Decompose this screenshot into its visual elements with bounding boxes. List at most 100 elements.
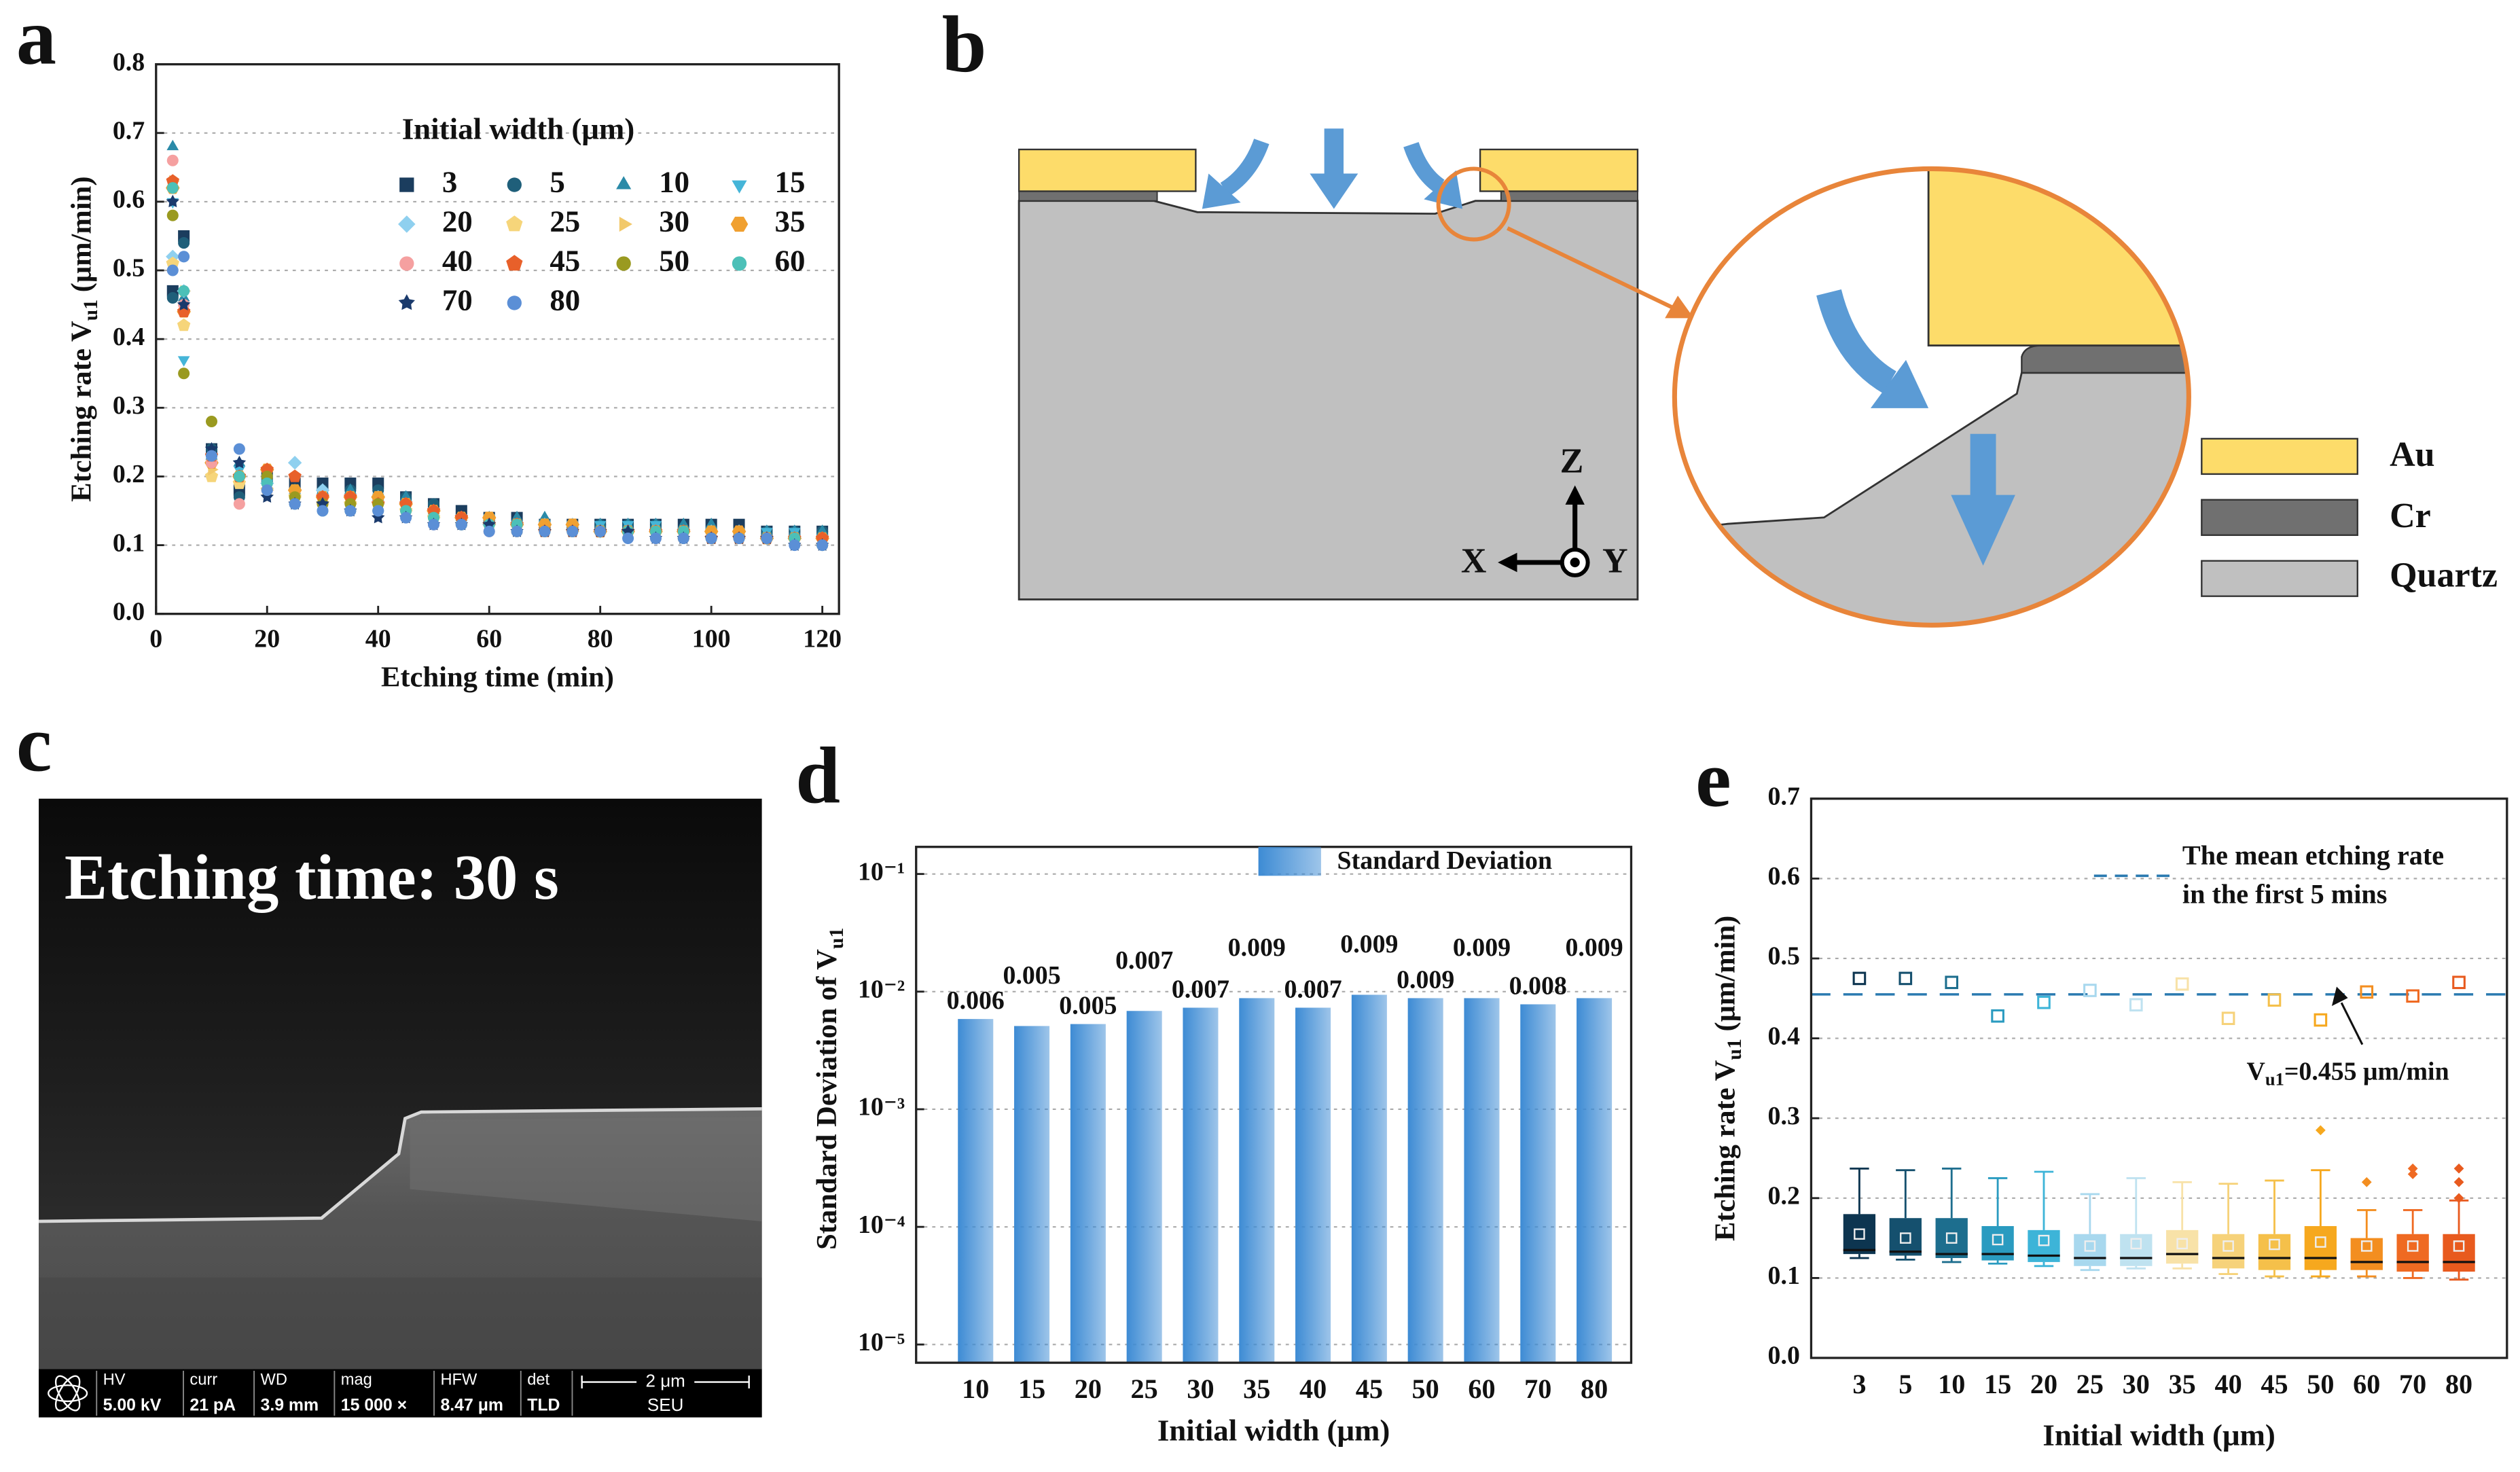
first5-mean xyxy=(1945,975,1959,990)
first5-mean xyxy=(1991,1009,2004,1023)
scatter-point xyxy=(511,525,523,537)
legend-label: 50 xyxy=(659,243,689,277)
scatter-point xyxy=(733,532,745,544)
scatter-point xyxy=(539,525,551,537)
legend-label: 40 xyxy=(442,243,473,277)
sem-info-label: HFW xyxy=(440,1371,478,1388)
scatter-point xyxy=(178,367,190,380)
mean-marker xyxy=(2453,1240,2465,1252)
legend-label: 20 xyxy=(442,204,473,238)
legend-marker xyxy=(399,256,414,271)
annotation-arrow-head xyxy=(2331,986,2348,1006)
mean-marker xyxy=(2360,1240,2373,1252)
scatter-point xyxy=(166,291,179,304)
bar xyxy=(1407,998,1443,1363)
y-tick-label: 0.8 xyxy=(113,48,145,76)
legend-label: 35 xyxy=(775,204,806,238)
x-tick-label: 10 xyxy=(1938,1369,1965,1399)
mean-marker xyxy=(2407,1240,2419,1252)
scatter-point xyxy=(400,511,412,524)
y-tick-label: 0.7 xyxy=(113,116,145,145)
plot-frame xyxy=(155,62,840,615)
first5-mean xyxy=(1898,971,1913,986)
y-tick-label: 0.2 xyxy=(1768,1182,1800,1210)
scatter-point xyxy=(483,525,495,537)
scatter-point xyxy=(166,209,179,221)
y-axis-label-part: u1 xyxy=(79,300,102,321)
etch-arrow-head xyxy=(1870,359,1929,408)
y-axis-label: Etching rate Vu1 (μm/min) xyxy=(65,176,102,501)
sem-sidewall xyxy=(410,1117,762,1221)
x-tick-label: 5 xyxy=(1898,1369,1912,1399)
mean-marker xyxy=(2084,1240,2096,1252)
sem-info-label: mag xyxy=(341,1371,372,1388)
scatter-point xyxy=(178,285,190,297)
scatter-point xyxy=(166,182,179,194)
legend-marker xyxy=(507,177,522,192)
box xyxy=(1935,1218,1968,1259)
scatter-point xyxy=(166,154,179,166)
annotation-arrow xyxy=(2340,1002,2364,1045)
y-tick-label: 0.3 xyxy=(113,391,145,420)
x-tick-label: 15 xyxy=(1984,1369,2011,1399)
value-label: 0.008 xyxy=(1509,972,1567,1001)
scatter-point xyxy=(177,298,191,310)
y-axis-label: Etching rate Vu1 (μm/min) xyxy=(1709,916,1746,1241)
cr-layer xyxy=(1500,190,1638,202)
sem-lower-band xyxy=(39,1277,762,1369)
mean-marker xyxy=(2130,1238,2142,1250)
legend-marker xyxy=(398,294,415,310)
legend-label: 25 xyxy=(550,204,580,238)
legend-label: 30 xyxy=(659,204,689,238)
mean-marker xyxy=(2176,1238,2188,1250)
sem-info-label: HV xyxy=(103,1371,126,1388)
scatter-point xyxy=(233,443,245,455)
legend-swatch xyxy=(1258,846,1321,876)
y-axis-label-part: Standard Deviation of V xyxy=(811,949,843,1250)
first5-mean xyxy=(1852,971,1867,986)
outlier xyxy=(2315,1125,2326,1136)
first5-mean xyxy=(2452,975,2466,990)
scatter-point xyxy=(372,505,384,517)
legend-swatch xyxy=(2201,499,2358,536)
value-label: 0.009 xyxy=(1397,965,1454,994)
bar xyxy=(1126,1011,1162,1363)
etch-arrow-head xyxy=(1951,495,2015,566)
y-tick-label: 10⁻³ xyxy=(858,1093,905,1121)
scatter-point xyxy=(427,518,439,531)
value-label: 0.005 xyxy=(1059,992,1117,1020)
scatter-point xyxy=(177,318,191,331)
mean-annotation-part: u1 xyxy=(2265,1069,2284,1090)
x-tick-label: 45 xyxy=(1356,1374,1383,1404)
scatter-point xyxy=(789,539,801,552)
scatter-point xyxy=(289,498,301,510)
outlier xyxy=(2453,1193,2464,1204)
legend-label: in the first 5 mins xyxy=(2182,878,2388,909)
sem-org: SEU xyxy=(647,1395,684,1415)
x-tick-label: 120 xyxy=(803,625,842,653)
value-label: 0.009 xyxy=(1565,933,1623,962)
first5-mean xyxy=(2129,998,2143,1012)
value-label: 0.009 xyxy=(1340,930,1398,958)
x-tick-label: 60 xyxy=(1468,1374,1495,1404)
value-label: 0.005 xyxy=(1003,961,1060,990)
etch-arrow xyxy=(1970,433,1996,499)
sem-info: HV 5.00 kV curr 21 pA WD 3.9 mm mag 15 000 × HFW… xyxy=(96,1370,573,1416)
x-tick-label: 40 xyxy=(365,625,391,653)
quartz xyxy=(1018,200,1639,600)
sem-logo xyxy=(54,1375,81,1412)
bar xyxy=(1014,1026,1050,1363)
y-tick-label: 0.1 xyxy=(1768,1261,1800,1290)
y-axis-label-part: (μm/min) xyxy=(65,176,97,299)
x-tick-label: 20 xyxy=(1075,1374,1102,1404)
y-tick-label: 0.0 xyxy=(113,597,145,626)
mean-marker xyxy=(2269,1238,2280,1251)
sem-logo xyxy=(54,1375,81,1412)
y-tick-label: 0.3 xyxy=(1768,1102,1800,1130)
scatter-point xyxy=(649,532,662,544)
zoom-marker xyxy=(1436,166,1511,242)
legend-marker xyxy=(506,255,523,271)
scatter-point xyxy=(566,525,579,537)
sem-info-value: 5.00 kV xyxy=(103,1397,162,1415)
